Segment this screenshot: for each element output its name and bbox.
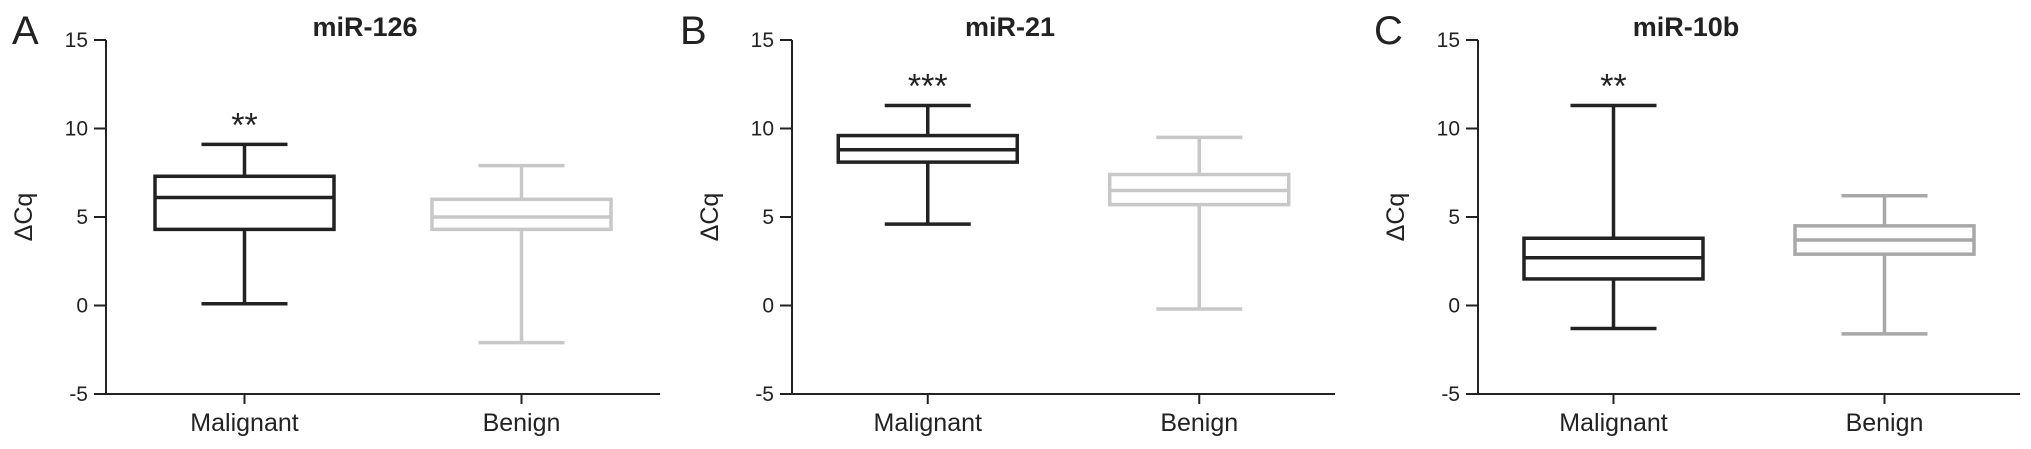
y-tick-label: -5 bbox=[755, 383, 774, 406]
y-tick-label: 10 bbox=[65, 118, 88, 141]
x-tick-label: Malignant bbox=[874, 409, 982, 437]
y-tick-label: 15 bbox=[65, 29, 88, 52]
y-tick-label: 5 bbox=[76, 206, 88, 229]
y-tick-label: 15 bbox=[1437, 29, 1460, 52]
box-benign bbox=[1108, 135, 1291, 311]
chart-title: miR-126 bbox=[312, 12, 417, 42]
y-axis-label: ΔCq bbox=[10, 193, 38, 242]
x-tick-label: Benign bbox=[1846, 409, 1924, 437]
box-malignant bbox=[153, 142, 336, 306]
significance-label: ** bbox=[231, 106, 257, 144]
y-tick-label: 5 bbox=[762, 206, 774, 229]
panel-letter: C bbox=[1374, 9, 1403, 53]
significance-label: *** bbox=[908, 67, 948, 105]
y-axis-label: ΔCq bbox=[696, 193, 724, 242]
significance-label: ** bbox=[1600, 67, 1626, 105]
y-tick-label: 10 bbox=[1437, 118, 1460, 141]
y-tick-label: 15 bbox=[751, 29, 774, 52]
y-tick-label: 0 bbox=[1448, 295, 1460, 318]
box-malignant bbox=[1522, 103, 1705, 331]
y-tick-label: 0 bbox=[762, 295, 774, 318]
y-tick-label: 0 bbox=[76, 295, 88, 318]
x-tick-label: Malignant bbox=[190, 409, 298, 437]
chart-title: miR-10b bbox=[1633, 12, 1740, 42]
box-benign bbox=[1793, 194, 1976, 336]
y-tick-label: 10 bbox=[751, 118, 774, 141]
x-tick-label: Benign bbox=[483, 409, 561, 437]
y-axis-label: ΔCq bbox=[1382, 193, 1410, 242]
panel-letter: A bbox=[12, 9, 39, 53]
y-tick-label: -5 bbox=[69, 383, 88, 406]
box-malignant bbox=[836, 103, 1019, 226]
x-tick-label: Malignant bbox=[1559, 409, 1667, 437]
chart-title: miR-21 bbox=[965, 12, 1055, 42]
y-tick-label: 5 bbox=[1448, 206, 1460, 229]
iqr-box bbox=[153, 174, 336, 232]
box-benign bbox=[430, 163, 613, 345]
y-tick-label: -5 bbox=[1441, 383, 1460, 406]
x-tick-label: Benign bbox=[1160, 409, 1238, 437]
panel-letter: B bbox=[680, 9, 707, 53]
iqr-box bbox=[430, 197, 613, 232]
